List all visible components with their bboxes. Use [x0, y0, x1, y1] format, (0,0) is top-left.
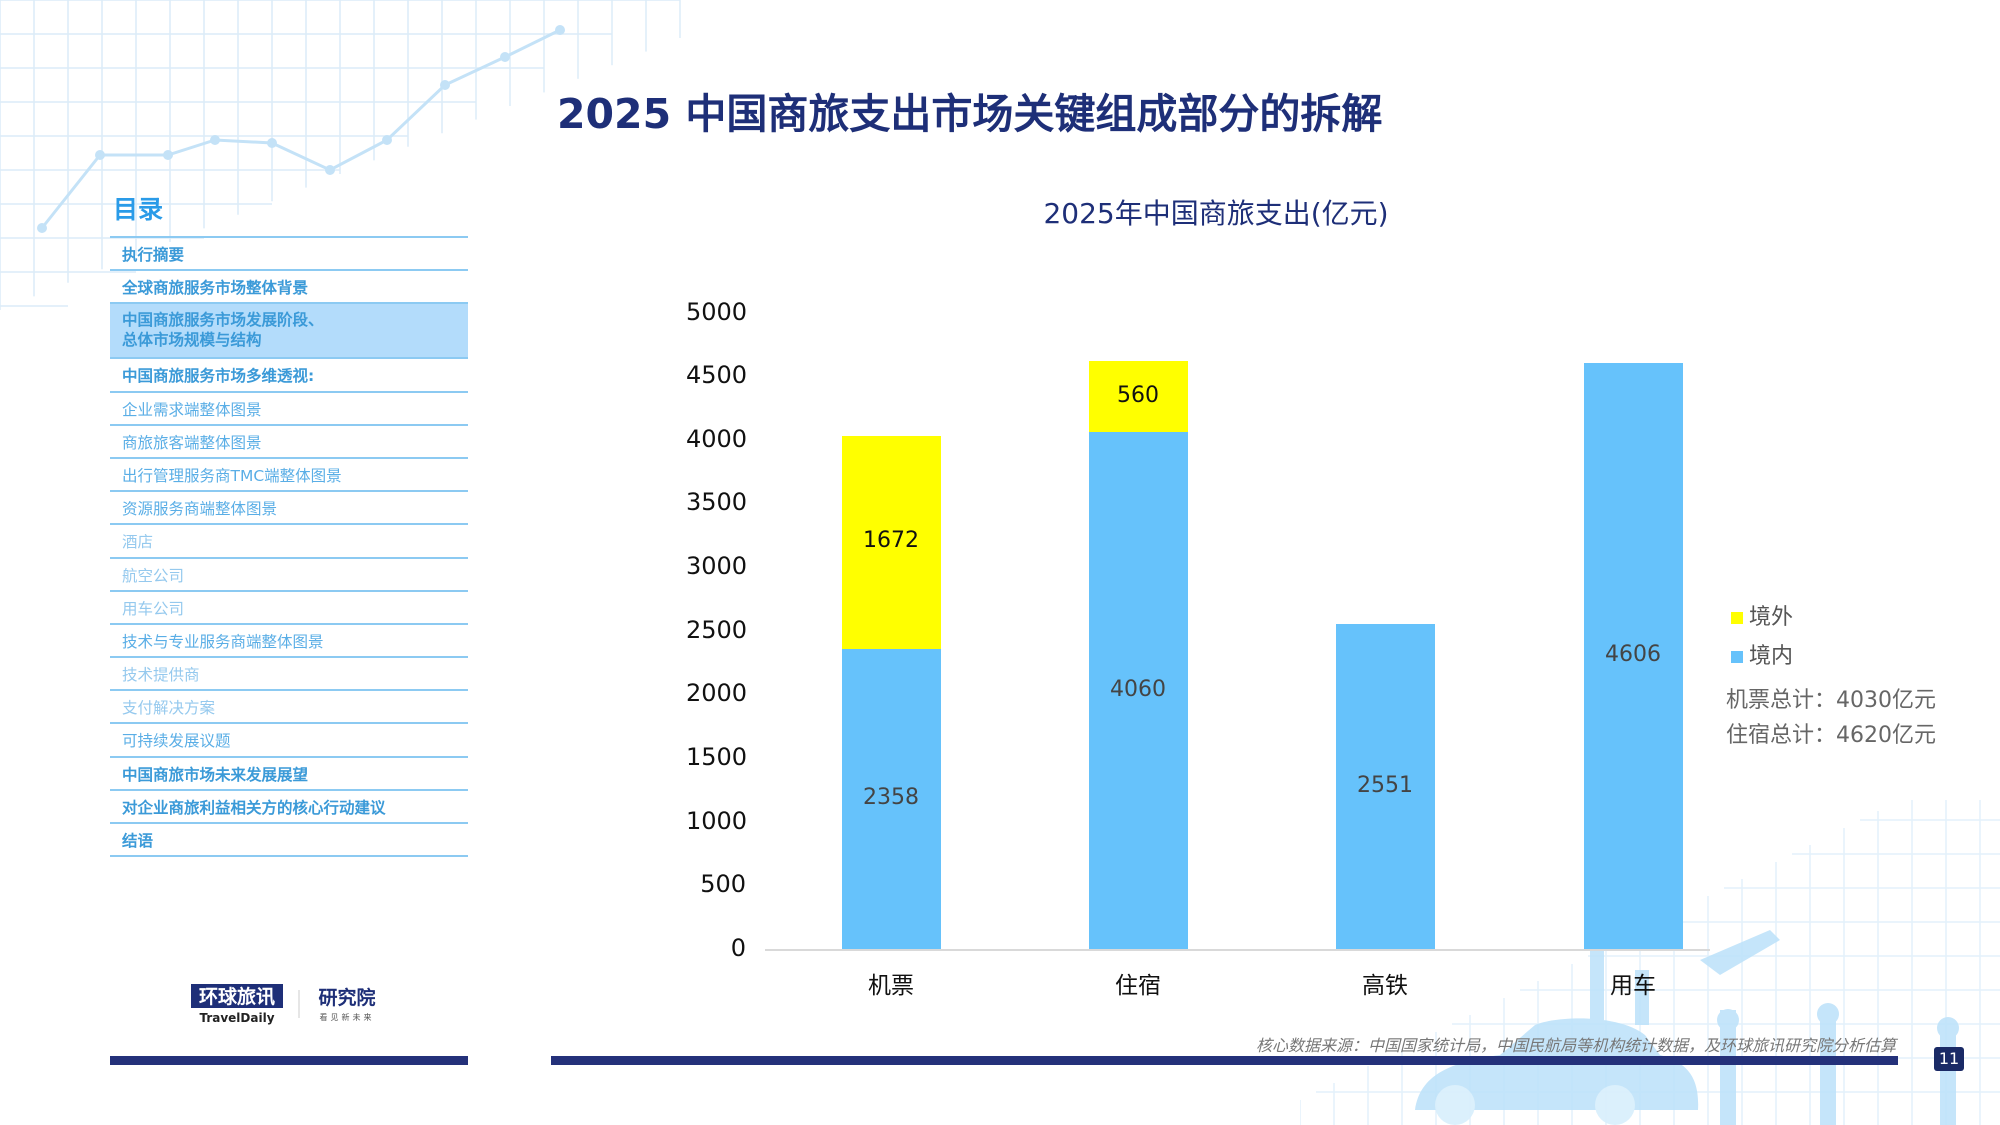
toc-item-label: 资源服务商端整体图景: [122, 500, 278, 519]
table-of-contents: 执行摘要 全球商旅服务市场整体背景 中国商旅服务市场发展阶段、 总体市场规模与结构 中国…: [110, 236, 468, 858]
y-tick-label: 3000: [686, 552, 748, 581]
toc-item-label: 中国商旅市场未来发展展望: [122, 765, 309, 784]
legend-label: 境内: [1749, 644, 1794, 669]
bar-segment-机票-境外: [841, 435, 941, 649]
x-tick-label: 高铁: [1362, 973, 1408, 999]
toc-item[interactable]: 支付解决方案: [110, 689, 468, 722]
toc-item-label: 中国商旅服务市场发展阶段、: [122, 311, 324, 330]
svg-text:TravelDaily: TravelDaily: [199, 1011, 274, 1025]
toc-item-label: 商旅旅客端整体图景: [122, 433, 262, 452]
toc-item-label: 支付解决方案: [122, 699, 216, 718]
toc-item-label: 可持续发展议题: [122, 732, 231, 751]
y-tick-label: 2500: [686, 615, 748, 644]
toc-item-label: 全球商旅服务市场整体背景: [122, 279, 309, 298]
y-tick-label: 4500: [686, 361, 748, 390]
toc-item-label: 技术与专业服务商端整体图景: [122, 632, 324, 651]
toc-item-label: 中国商旅服务市场多维透视:: [122, 367, 315, 386]
data-label: 560: [1117, 382, 1159, 408]
x-tick-label: 住宿: [1115, 973, 1161, 999]
data-label: 1672: [863, 528, 919, 554]
page-number: 11: [1934, 1047, 1964, 1071]
toc-item-label: 结语: [122, 832, 154, 850]
toc-item[interactable]: 技术提供商: [110, 656, 468, 689]
left-footer-bar: [110, 1056, 468, 1065]
toc-item[interactable]: 执行摘要: [110, 236, 468, 269]
toc-item[interactable]: 中国商旅服务市场多维透视:: [110, 357, 468, 390]
toc-item[interactable]: 出行管理服务商TMC端整体图景: [110, 456, 468, 490]
data-source-note: 核心数据来源：中国国家统计局，中国民航局等机构统计数据，及环球旅讯研究院分析估算: [1255, 1036, 1896, 1055]
y-tick-label: 1000: [686, 806, 748, 835]
toc-item-label: 企业需求端整体图景: [122, 400, 262, 419]
toc-item[interactable]: 资源服务商端整体图景: [110, 490, 468, 523]
toc-item[interactable]: 结语: [110, 822, 468, 855]
bar-segment-高铁-境内: [1335, 624, 1435, 949]
toc-item[interactable]: 中国商旅服务市场发展阶段、 总体市场规模与结构: [110, 302, 468, 358]
page-title: 2025 中国商旅支出市场关键组成部分的拆解: [557, 90, 1383, 138]
toc-divider: [110, 855, 468, 858]
legend-item-overseas: 境外: [1731, 599, 1793, 631]
data-label: 4060: [1110, 676, 1166, 702]
y-tick-label: 1500: [686, 743, 748, 772]
toc-item[interactable]: 商旅旅客端整体图景: [110, 423, 468, 457]
svg-text:研究院: 研究院: [318, 986, 375, 1009]
legend-label: 境外: [1749, 605, 1794, 630]
y-tick-label: 5000: [686, 297, 748, 326]
toc-item[interactable]: 可持续发展议题: [110, 722, 468, 755]
svg-text:看见新未来: 看见新未来: [320, 1012, 375, 1022]
data-label: 2551: [1357, 772, 1413, 798]
toc-item-label-line2: 总体市场规模与结构: [122, 331, 262, 350]
y-tick-label: 0: [730, 934, 746, 962]
toc-item-label: 执行摘要: [122, 246, 185, 264]
toc-item[interactable]: 酒店: [110, 523, 468, 556]
flight-total-annotation: 机票总计：4030亿元: [1726, 688, 1936, 713]
toc-item-label: 用车公司: [122, 599, 185, 618]
bar-segment-住宿-境内: [1088, 432, 1188, 949]
legend-swatch: [1731, 651, 1743, 663]
toc-item[interactable]: 技术与专业服务商端整体图景: [110, 622, 468, 656]
y-tick-label: 500: [700, 870, 746, 899]
y-tick-label: 2000: [686, 679, 748, 708]
data-label: 2358: [863, 784, 919, 810]
x-tick-label: 机票: [868, 973, 914, 999]
y-tick-label: 4000: [686, 424, 748, 453]
right-footer-bar: [551, 1056, 1898, 1065]
legend-item-domestic: 境内: [1731, 638, 1793, 670]
toc-item[interactable]: 用车公司: [110, 589, 468, 623]
legend-swatch: [1731, 612, 1743, 624]
bar-segment-机票-境内: [841, 648, 941, 949]
toc-item[interactable]: 航空公司: [110, 556, 468, 590]
toc-item-label: 出行管理服务商TMC端整体图景: [122, 466, 342, 485]
hotel-total-annotation: 住宿总计：4620亿元: [1726, 723, 1936, 748]
toc-item-label: 酒店: [122, 533, 154, 552]
svg-text:环球旅讯: 环球旅讯: [199, 985, 275, 1008]
y-tick-label: 3500: [686, 488, 748, 517]
toc-item-label: 航空公司: [122, 566, 185, 585]
x-tick-label: 用车: [1610, 973, 1656, 999]
toc-item[interactable]: 全球商旅服务市场整体背景: [110, 269, 468, 302]
x-axis-line: [765, 949, 1710, 951]
bar-segment-用车-境内: [1583, 362, 1683, 949]
toc-heading: 目录: [113, 195, 164, 224]
chart-title: 2025年中国商旅支出(亿元): [1043, 197, 1389, 230]
toc-item[interactable]: 企业需求端整体图景: [110, 390, 468, 424]
toc-item-label: 对企业商旅利益相关方的核心行动建议: [122, 798, 386, 817]
bar-segment-住宿-境外: [1088, 360, 1188, 433]
toc-item[interactable]: 对企业商旅利益相关方的核心行动建议: [110, 788, 468, 822]
data-label: 4606: [1605, 641, 1661, 667]
toc-item-label: 技术提供商: [122, 666, 200, 685]
toc-item[interactable]: 中国商旅市场未来发展展望: [110, 755, 468, 789]
traveldaily-logo: 环球旅讯 TravelDaily 研究院 看见新未来: [191, 984, 391, 1030]
